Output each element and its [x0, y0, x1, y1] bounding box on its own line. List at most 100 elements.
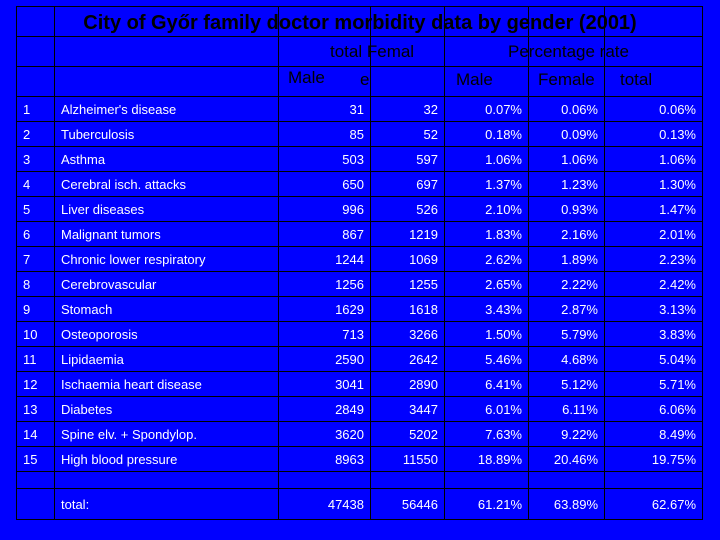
- total-row: total: 47438 56446 61.21% 63.89% 62.67%: [16, 488, 703, 520]
- pct-total: 8.49%: [604, 421, 703, 447]
- pct-female: 2.22%: [528, 271, 605, 297]
- disease-name: Liver diseases: [54, 196, 279, 222]
- table-row: 1 Alzheimer's disease 31 32 0.07% 0.06% 0.06%: [16, 96, 703, 122]
- female-count: 32: [370, 96, 445, 122]
- pct-total: 3.13%: [604, 296, 703, 322]
- row-number: 1: [16, 96, 55, 122]
- pct-total: 2.01%: [604, 221, 703, 247]
- page-title: City of Győr family doctor morbidity dat…: [83, 12, 637, 34]
- header-row-2: [16, 36, 703, 67]
- disease-name: Cerebrovascular: [54, 271, 279, 297]
- pct-female: 9.22%: [528, 421, 605, 447]
- pct-total: 2.23%: [604, 246, 703, 272]
- table-row: 5 Liver diseases 996 526 2.10% 0.93% 1.47%: [16, 196, 703, 222]
- pct-male: 1.50%: [444, 321, 529, 347]
- pct-total: 3.83%: [604, 321, 703, 347]
- female-count: 1219: [370, 221, 445, 247]
- disease-name: Asthma: [54, 146, 279, 172]
- row-number: 13: [16, 396, 55, 422]
- pct-total: 19.75%: [604, 446, 703, 472]
- pct-male: 0.07%: [444, 96, 529, 122]
- pct-female: 2.16%: [528, 221, 605, 247]
- table-row: 7 Chronic lower respiratory 1244 1069 2.62% 1…: [16, 246, 703, 272]
- disease-name: Tuberculosis: [54, 121, 279, 147]
- table-row: 9 Stomach 1629 1618 3.43% 2.87% 3.13%: [16, 296, 703, 322]
- male-count: 1244: [278, 246, 371, 272]
- pct-female: 2.87%: [528, 296, 605, 322]
- pct-total: 0.13%: [604, 121, 703, 147]
- row-number: 4: [16, 171, 55, 197]
- total-pct-total: 62.67%: [604, 488, 703, 520]
- row-number: 6: [16, 221, 55, 247]
- disease-name: Spine elv. + Spondylop.: [54, 421, 279, 447]
- table-row: 3 Asthma 503 597 1.06% 1.06% 1.06%: [16, 146, 703, 172]
- total-label: total:: [54, 488, 279, 520]
- row-number: 5: [16, 196, 55, 222]
- female-count: 52: [370, 121, 445, 147]
- header-pct-female: Female: [538, 70, 595, 89]
- disease-name: Diabetes: [54, 396, 279, 422]
- row-number: 2: [16, 121, 55, 147]
- pct-male: 2.65%: [444, 271, 529, 297]
- male-count: 3041: [278, 371, 371, 397]
- row-number: 7: [16, 246, 55, 272]
- pct-total: 5.71%: [604, 371, 703, 397]
- table-row: 6 Malignant tumors 867 1219 1.83% 2.16% 2.01%: [16, 221, 703, 247]
- pct-total: 1.30%: [604, 171, 703, 197]
- pct-female: 0.09%: [528, 121, 605, 147]
- female-count: 526: [370, 196, 445, 222]
- pct-male: 6.01%: [444, 396, 529, 422]
- pct-male: 2.62%: [444, 246, 529, 272]
- pct-male: 5.46%: [444, 346, 529, 372]
- row-number: 9: [16, 296, 55, 322]
- female-count: 597: [370, 146, 445, 172]
- row-number: 15: [16, 446, 55, 472]
- table-row: 8 Cerebrovascular 1256 1255 2.65% 2.22% 2.42%: [16, 271, 703, 297]
- disease-name: Alzheimer's disease: [54, 96, 279, 122]
- male-count: 2849: [278, 396, 371, 422]
- pct-female: 20.46%: [528, 446, 605, 472]
- pct-male: 3.43%: [444, 296, 529, 322]
- male-count: 31: [278, 96, 371, 122]
- female-count: 2890: [370, 371, 445, 397]
- female-count: 697: [370, 171, 445, 197]
- male-count: 867: [278, 221, 371, 247]
- disease-name: Cerebral isch. attacks: [54, 171, 279, 197]
- total-pct-female: 63.89%: [528, 488, 605, 520]
- disease-name: Chronic lower respiratory: [54, 246, 279, 272]
- table-row: 11 Lipidaemia 2590 2642 5.46% 4.68% 5.04%: [16, 346, 703, 372]
- row-number: 11: [16, 346, 55, 372]
- row-number: 12: [16, 371, 55, 397]
- spacer-row: [16, 471, 703, 489]
- male-count: 503: [278, 146, 371, 172]
- pct-total: 2.42%: [604, 271, 703, 297]
- row-number: 3: [16, 146, 55, 172]
- pct-total: 1.06%: [604, 146, 703, 172]
- table-row: 15 High blood pressure 8963 11550 18.89% 20.4…: [16, 446, 703, 472]
- male-count: 650: [278, 171, 371, 197]
- male-count: 1629: [278, 296, 371, 322]
- pct-male: 1.83%: [444, 221, 529, 247]
- male-count: 996: [278, 196, 371, 222]
- table-row: 2 Tuberculosis 85 52 0.18% 0.09% 0.13%: [16, 121, 703, 147]
- pct-total: 5.04%: [604, 346, 703, 372]
- disease-name: Malignant tumors: [54, 221, 279, 247]
- header-male: Male: [288, 68, 325, 87]
- pct-male: 6.41%: [444, 371, 529, 397]
- male-count: 2590: [278, 346, 371, 372]
- disease-name: Stomach: [54, 296, 279, 322]
- pct-female: 1.89%: [528, 246, 605, 272]
- disease-name: High blood pressure: [54, 446, 279, 472]
- pct-male: 7.63%: [444, 421, 529, 447]
- table-row: 4 Cerebral isch. attacks 650 697 1.37% 1.23% 1…: [16, 171, 703, 197]
- pct-total: 0.06%: [604, 96, 703, 122]
- pct-total: 6.06%: [604, 396, 703, 422]
- header-e: e: [360, 70, 370, 89]
- male-count: 1256: [278, 271, 371, 297]
- male-count: 85: [278, 121, 371, 147]
- pct-female: 1.06%: [528, 146, 605, 172]
- female-count: 2642: [370, 346, 445, 372]
- total-female: 56446: [370, 488, 445, 520]
- row-number: 14: [16, 421, 55, 447]
- header-total-femal: total Femal: [330, 42, 415, 61]
